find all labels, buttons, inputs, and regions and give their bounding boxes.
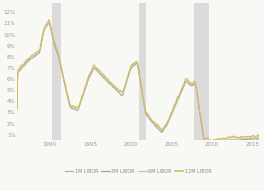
Bar (139, 3, 146, 140)
Bar (52, 3, 61, 140)
Legend: 1M LIBOR, 3M LIBOR, 6M LIBOR, 12M LIBOR: 1M LIBOR, 3M LIBOR, 6M LIBOR, 12M LIBOR (63, 167, 213, 176)
Bar (194, 3, 209, 140)
